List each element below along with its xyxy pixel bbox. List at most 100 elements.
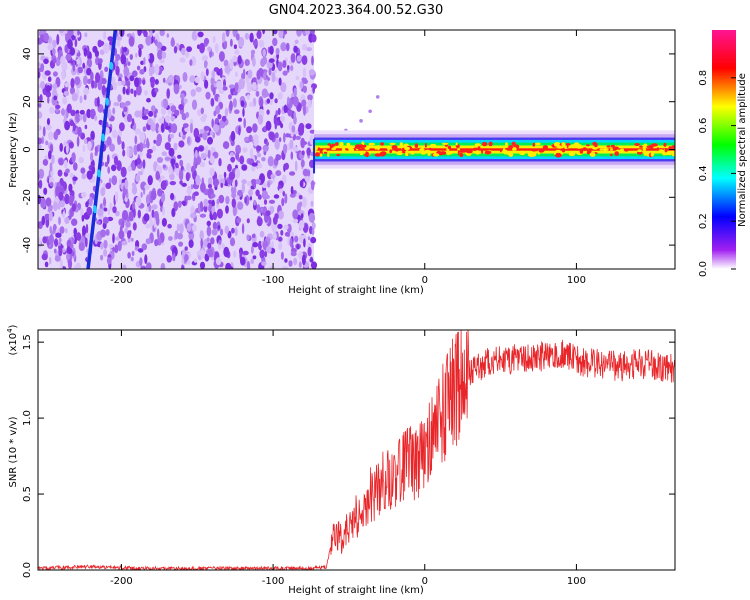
- noise-blob: [199, 230, 204, 241]
- noise-blob: [111, 175, 118, 186]
- noise-blob: [117, 80, 123, 86]
- noise-blob: [38, 111, 43, 119]
- noise-blob: [298, 201, 303, 207]
- noise-blob: [91, 79, 95, 89]
- noise-blob: [95, 72, 100, 83]
- noise-blob: [142, 126, 147, 132]
- noise-blob: [200, 152, 207, 160]
- noise-blob: [49, 225, 52, 234]
- streak-spot: [96, 169, 101, 178]
- noise-blob: [185, 111, 190, 118]
- noise-blob: [290, 53, 296, 63]
- noise-blob: [104, 46, 110, 54]
- noise-blob: [42, 236, 48, 244]
- noise-blob: [290, 151, 294, 160]
- noise-blob: [104, 161, 109, 168]
- noise-blob: [184, 127, 189, 132]
- noise-blob: [189, 59, 193, 66]
- noise-blob: [277, 92, 283, 100]
- snr-series-line: [38, 330, 675, 570]
- noise-blob: [278, 137, 282, 143]
- noise-blob: [197, 31, 204, 38]
- noise-blob: [115, 65, 120, 76]
- noise-blob: [189, 75, 196, 83]
- noise-blob: [186, 187, 192, 195]
- noise-blob: [48, 150, 52, 160]
- noise-blob: [190, 89, 196, 97]
- noise-blob: [157, 188, 163, 197]
- x-tick-label: -200: [110, 576, 133, 587]
- signal-speck: [499, 148, 502, 153]
- noise-blob: [256, 145, 262, 151]
- noise-blob: [147, 54, 150, 60]
- signal-speck: [327, 153, 330, 157]
- streak-spot: [105, 97, 110, 106]
- noise-blob: [130, 88, 134, 94]
- noise-blob: [97, 208, 104, 217]
- noise-blob: [289, 237, 293, 248]
- signal-speck: [576, 144, 583, 149]
- noise-blob: [293, 45, 298, 53]
- noise-blob: [267, 181, 271, 188]
- noise-blob: [78, 242, 85, 252]
- noise-blob: [249, 196, 253, 201]
- noise-blob: [278, 188, 284, 193]
- noise-blob: [140, 191, 143, 198]
- noise-blob: [244, 136, 250, 142]
- noise-blob: [181, 113, 187, 121]
- noise-blob: [231, 198, 236, 208]
- noise-blob: [298, 261, 302, 269]
- noise-blob: [312, 83, 316, 94]
- signal-speck: [314, 152, 321, 157]
- noise-blob: [156, 41, 163, 49]
- noise-blob: [274, 132, 279, 139]
- noise-blob: [49, 256, 52, 265]
- signal-speck: [327, 143, 331, 146]
- noise-blob: [139, 151, 143, 157]
- signal-speck: [389, 149, 393, 154]
- noise-blob: [199, 42, 205, 54]
- noise-blob: [199, 129, 205, 134]
- noise-blob: [112, 107, 116, 115]
- noise-blob: [273, 114, 278, 126]
- noise-blob: [109, 143, 115, 152]
- signal-speck: [333, 146, 336, 149]
- signal-speck: [606, 145, 611, 148]
- noise-blob: [117, 73, 123, 79]
- noise-blob: [55, 185, 60, 197]
- noise-blob: [64, 159, 68, 169]
- noise-blob: [310, 200, 314, 207]
- noise-blob: [276, 120, 280, 126]
- noise-blob: [58, 191, 64, 201]
- noise-blob: [253, 136, 259, 147]
- noise-blob: [164, 125, 171, 130]
- noise-blob: [71, 92, 78, 102]
- noise-blob: [252, 123, 258, 133]
- snr-frame: [37, 329, 676, 571]
- y-tick-label: 0.5: [22, 486, 33, 502]
- noise-blob: [52, 83, 58, 90]
- noise-blob: [187, 136, 190, 145]
- noise-blob: [225, 195, 230, 205]
- noise-blob: [84, 124, 88, 130]
- noise-blob: [132, 222, 137, 231]
- noise-blob: [251, 81, 257, 91]
- noise-blob: [278, 30, 284, 39]
- colorbar-tick-label: 0.2: [698, 213, 709, 229]
- noise-blob: [90, 71, 94, 82]
- noise-blob: [233, 44, 237, 49]
- noise-blob: [283, 104, 288, 114]
- noise-blob: [49, 106, 55, 114]
- noise-blob: [137, 248, 144, 253]
- signal-speck: [401, 151, 406, 154]
- colorbar-tick-label: 0.8: [698, 70, 709, 86]
- noise-blob: [250, 49, 256, 55]
- noise-blob: [79, 95, 83, 104]
- signal-speck: [386, 145, 394, 151]
- noise-blob: [136, 84, 142, 96]
- noise-blob: [127, 252, 131, 259]
- sparse-dot: [375, 95, 380, 99]
- noise-blob: [53, 248, 57, 254]
- signal-speck: [447, 145, 452, 150]
- y-tick-label: 1.0: [22, 410, 33, 426]
